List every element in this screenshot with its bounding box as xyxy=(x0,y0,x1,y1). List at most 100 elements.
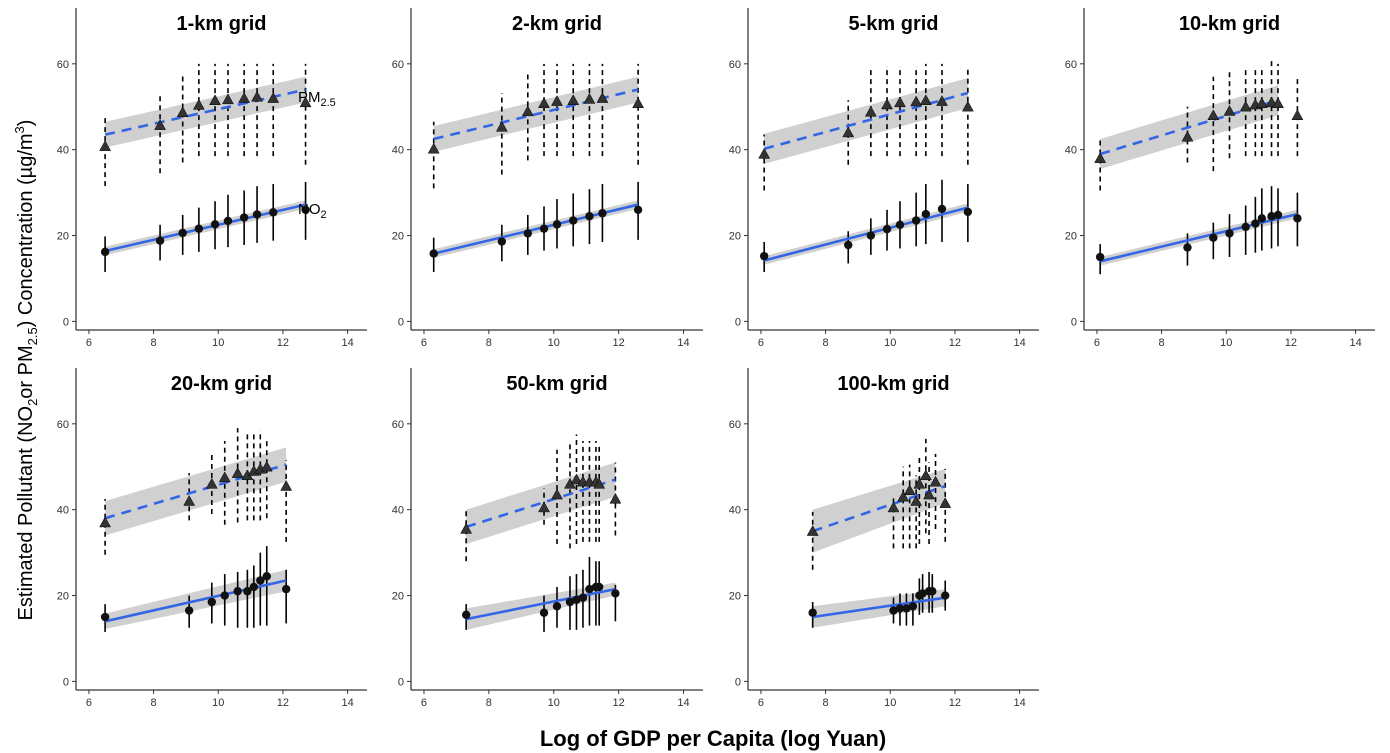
pm25-point xyxy=(910,95,923,107)
y-tick-label: 0 xyxy=(63,676,69,688)
x-tick-label: 8 xyxy=(486,337,492,349)
no2-point xyxy=(461,610,471,620)
no2-point xyxy=(594,582,604,592)
x-tick-label: 6 xyxy=(86,337,92,349)
no2-fit-line xyxy=(812,596,946,619)
x-tick-label: 8 xyxy=(823,337,829,349)
no2-point xyxy=(598,209,607,218)
x-tick-label: 8 xyxy=(151,697,157,709)
pm25-point xyxy=(538,97,550,108)
x-tick-label: 12 xyxy=(949,697,961,709)
no2-point xyxy=(1293,214,1302,223)
pm25-series-label: PM2.5 xyxy=(298,89,336,109)
pm25-point xyxy=(260,460,273,472)
y-tick-label: 0 xyxy=(735,316,741,328)
no2-point xyxy=(895,604,905,613)
y-tick-label: 60 xyxy=(729,59,741,71)
pm25-point xyxy=(961,100,974,112)
x-tick-label: 12 xyxy=(613,697,625,709)
no2-point xyxy=(928,587,937,596)
y-tick-label: 20 xyxy=(57,231,69,243)
panel-title: 5-km grid xyxy=(848,13,938,35)
y-tick-label: 40 xyxy=(729,505,741,517)
y-tick-label: 40 xyxy=(57,505,69,517)
y-tick-label: 20 xyxy=(57,591,69,603)
no2-point xyxy=(565,597,575,607)
panel-4: 10-km grid 6 8 10 12 14 0 20 40 60 xyxy=(1065,8,1375,349)
y-tick-label: 0 xyxy=(398,316,404,328)
y-tick-label: 0 xyxy=(1071,316,1077,328)
pm25-fit-line xyxy=(812,484,946,533)
x-tick-label: 12 xyxy=(949,337,961,349)
no2-point xyxy=(269,208,278,217)
no2-point xyxy=(1183,243,1192,252)
x-tick-label: 14 xyxy=(677,337,689,349)
pm25-point xyxy=(913,477,926,489)
y-tick-label: 0 xyxy=(398,676,404,688)
pm25-point xyxy=(183,495,196,506)
no2-point xyxy=(895,220,905,230)
pm25-point xyxy=(1239,100,1252,112)
no2-point xyxy=(256,576,265,585)
pm25-point xyxy=(222,93,234,105)
no2-point xyxy=(1241,222,1250,232)
no2-point xyxy=(611,589,620,598)
panel-3: 5-km grid 6 8 10 12 14 0 20 40 60 xyxy=(729,8,1039,349)
pm25-point xyxy=(1181,130,1194,142)
y-tick-label: 0 xyxy=(735,676,741,688)
no2-point xyxy=(1267,212,1276,221)
pm25-point xyxy=(1291,109,1304,120)
pm25-point xyxy=(176,106,189,117)
pm25-point xyxy=(923,488,935,500)
no2-point xyxy=(844,240,853,250)
no2-point xyxy=(552,602,562,611)
y-tick-label: 40 xyxy=(57,145,69,157)
x-tick-label: 12 xyxy=(277,697,289,709)
x-tick-label: 14 xyxy=(677,697,689,709)
x-tick-label: 14 xyxy=(1349,337,1361,349)
pm25-point xyxy=(1223,105,1236,116)
no2-point xyxy=(194,224,204,233)
pm25-point xyxy=(154,119,166,130)
pm25-point xyxy=(894,96,906,108)
pm25-point xyxy=(205,477,218,489)
pm25-point xyxy=(521,105,534,117)
x-tick-label: 10 xyxy=(212,697,224,709)
y-label-sup-3: 3 xyxy=(12,126,27,133)
pm25-point xyxy=(218,471,231,483)
pm25-fit-line xyxy=(433,88,639,141)
y-label-sub-1: 2 xyxy=(25,399,40,406)
pm25-point xyxy=(238,92,251,103)
pm25-point xyxy=(758,147,771,159)
pm25-point xyxy=(881,98,893,110)
pm25-point xyxy=(280,480,293,491)
no2-point xyxy=(220,591,229,600)
no2-point xyxy=(100,612,110,622)
pm25-point xyxy=(299,96,312,108)
x-tick-label: 8 xyxy=(1159,337,1165,349)
no2-point xyxy=(572,595,581,605)
x-tick-label: 6 xyxy=(1094,337,1100,349)
panel-title: 20-km grid xyxy=(171,373,272,395)
y-label-part-3: ) Concentration (µg/m xyxy=(15,133,37,327)
y-tick-label: 60 xyxy=(392,419,404,431)
no2-point xyxy=(252,210,262,219)
no2-fit-line xyxy=(763,206,969,262)
pm25-point xyxy=(939,497,952,508)
pm25-point xyxy=(231,467,244,478)
pm25-point xyxy=(551,95,563,106)
x-tick-label: 10 xyxy=(884,337,896,349)
no2-fit-line xyxy=(465,587,616,621)
x-tick-label: 14 xyxy=(341,337,353,349)
pm25-point xyxy=(897,490,910,502)
no2-point xyxy=(233,587,242,596)
no2-ci-band xyxy=(105,569,287,630)
y-label-part-4: ) xyxy=(15,120,37,127)
no2-series-label: NO2 xyxy=(298,201,327,221)
no2-point xyxy=(429,249,438,258)
no2-point xyxy=(937,204,947,214)
pm25-label-base: PM xyxy=(298,89,321,106)
y-tick-label: 40 xyxy=(729,145,741,157)
